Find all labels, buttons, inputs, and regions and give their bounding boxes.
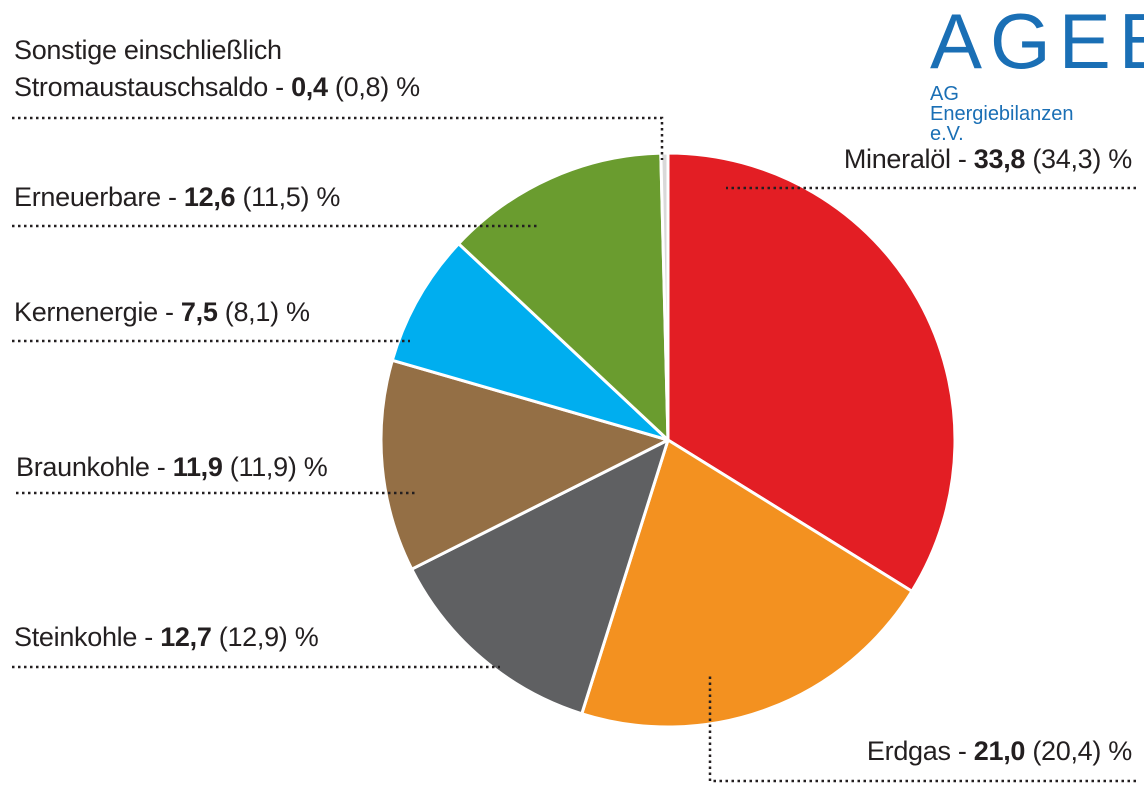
label-name: Kernenergie: [14, 297, 158, 327]
pie-slice-4: [390, 242, 670, 442]
label-unit: %: [1108, 144, 1132, 174]
label-value: 12,6: [183, 182, 236, 212]
leader-line-erdgas: [708, 676, 1136, 783]
label-prev: (11,9): [229, 452, 297, 482]
label-name: Steinkohle: [14, 622, 138, 652]
pie-slice-1: [580, 438, 914, 729]
slice-label-braunkohle: Braunkohle - 11,9 (11,9) %: [16, 452, 328, 482]
slice-label-erneuerbare: Erneuerbare - 12,6 (11,5) %: [14, 182, 341, 212]
pie-slice-2: [410, 438, 670, 716]
slice-label-steinkohle: Steinkohle - 12,7 (12,9) %: [14, 622, 319, 652]
logo-subtitle: AG Energiebilanzen e.V.: [930, 83, 1074, 145]
slice-label-mineraloel: Mineralöl - 33,8 (34,3) %: [843, 144, 1132, 174]
leader-lines: [12, 116, 1136, 783]
label-prev: (8,1): [224, 297, 279, 327]
label-unit: %: [396, 72, 420, 102]
label-name: Mineralöl: [843, 144, 951, 174]
label-name: Erneuerbare: [14, 182, 161, 212]
slice-label-sonstige: Sonstige einschließlich Stromaustauschsa…: [14, 35, 420, 102]
label-unit: %: [286, 297, 310, 327]
pie-slice-0: [666, 151, 957, 593]
slice-label-erdgas: Erdgas - 21,0 (20,4) %: [866, 736, 1132, 766]
label-value: 11,9: [172, 452, 223, 482]
label-name: Erdgas: [866, 736, 951, 766]
label-unit: %: [303, 452, 328, 482]
slice-label-kernenergie: Kernenergie - 7,5 (8,1) %: [14, 297, 310, 327]
pie-slices: [379, 151, 957, 729]
logo-name: AGEB: [930, 0, 1144, 85]
label-name-line2: Stromaustauschsaldo: [14, 72, 268, 102]
label-prev: (11,5): [242, 182, 310, 212]
label-prev: (12,9): [218, 622, 288, 652]
label-prev: (20,4): [1032, 736, 1102, 766]
label-value: 12,7: [160, 622, 212, 652]
label-value: 0,4: [291, 72, 328, 102]
label-value: 21,0: [973, 736, 1026, 766]
label-unit: %: [294, 622, 319, 652]
label-unit: %: [316, 182, 341, 212]
label-value: 7,5: [180, 297, 218, 327]
pie-slice-3: [379, 358, 670, 571]
leader-line-sonstige: [12, 116, 664, 160]
label-name: Braunkohle: [16, 452, 150, 482]
label-value: 33,8: [973, 144, 1026, 174]
label-prev: (0,8): [334, 72, 389, 102]
label-unit: %: [1108, 736, 1132, 766]
label-prev: (34,3): [1032, 144, 1102, 174]
label-name-line1: Sonstige einschließlich: [14, 35, 282, 65]
